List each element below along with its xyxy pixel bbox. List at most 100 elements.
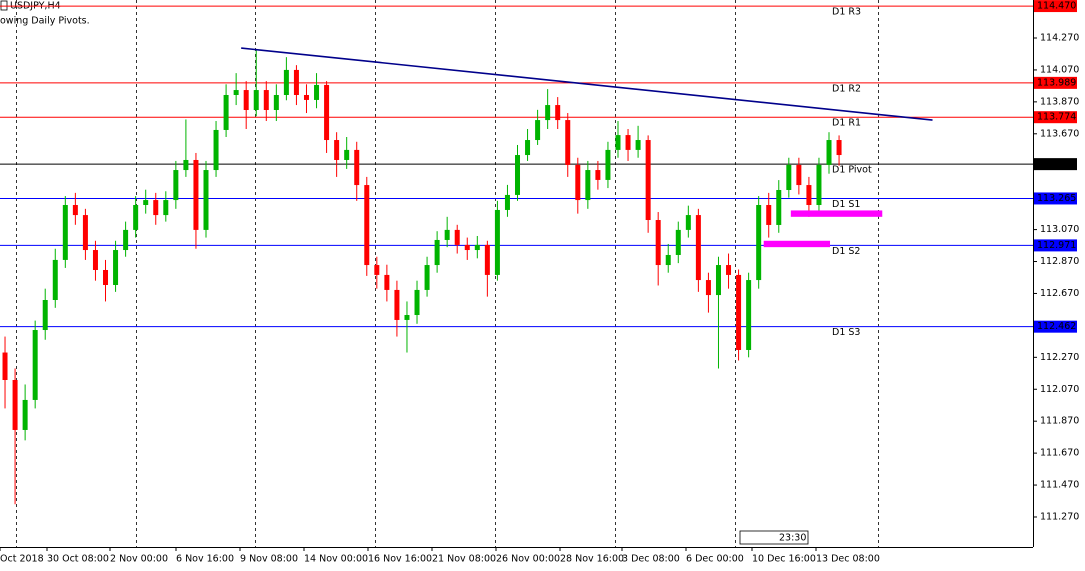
candle-body (605, 149, 611, 180)
price-box (1034, 111, 1077, 124)
candle-body (364, 185, 370, 266)
pivot-name: D1 S2 (832, 246, 860, 257)
candle-body (213, 129, 219, 171)
price-box (1034, 76, 1077, 89)
candle-body (354, 149, 360, 186)
candle-body (263, 90, 269, 111)
candle-body (52, 259, 58, 301)
candle-body (72, 205, 78, 216)
pivot-name: D1 S3 (832, 327, 860, 338)
cursor-box (739, 530, 809, 545)
candle-body (535, 120, 541, 141)
candle-body (404, 315, 410, 320)
trendline (241, 47, 933, 121)
candle-body (464, 244, 470, 251)
candle-body (836, 140, 842, 156)
candle-body (525, 140, 531, 156)
candle-body (2, 352, 8, 380)
candle-body (695, 215, 701, 281)
candle-body (454, 229, 460, 245)
candle-body (22, 399, 28, 430)
candle-body (756, 205, 762, 281)
price-box-label: 114.470 (1037, 1, 1076, 12)
x-tick-label: 26 Nov 00:00 (496, 554, 560, 565)
candle-body (32, 330, 38, 400)
x-tick-label: 6 Dec 00:00 (686, 554, 744, 565)
candle-body (163, 200, 169, 216)
price-box-label: 112.462 (1037, 321, 1076, 332)
candle-body (484, 244, 490, 275)
y-tick-label: 111.870 (1040, 416, 1079, 427)
candle-body (504, 194, 510, 210)
y-tick-label: 111.270 (1040, 511, 1079, 522)
candle-body (143, 200, 149, 206)
x-tick-label: 10 Dec 16:00 (752, 554, 816, 565)
candle-body (645, 140, 651, 221)
candle-body (786, 164, 792, 190)
candle-body (685, 215, 691, 230)
zone (763, 240, 831, 248)
candle-body (233, 90, 239, 95)
price-box-label: 112.971 (1037, 240, 1076, 251)
candle-body (314, 84, 320, 100)
y-tick-label: 111.470 (1040, 480, 1079, 491)
candle-body (113, 250, 119, 285)
indicator-caption: owing Daily Pivots. (0, 16, 90, 27)
x-tick-label: 14 Nov 00:00 (304, 554, 368, 565)
candle-body (555, 105, 561, 121)
candle-body (635, 140, 641, 150)
candle-body (665, 254, 671, 266)
price-box (1034, 158, 1077, 171)
pivot-name: D1 R2 (832, 83, 861, 94)
candle-body (434, 239, 440, 266)
candle-body (243, 90, 249, 111)
candle-body (565, 120, 571, 165)
candle-body (705, 280, 711, 296)
price-box-label: 113.480 (1037, 159, 1076, 170)
candle-body (303, 94, 309, 100)
candle-body (675, 229, 681, 255)
price-box-label: 113.265 (1037, 193, 1076, 204)
candle-body (625, 135, 631, 150)
candle-body (273, 94, 279, 111)
candle-body (806, 185, 812, 206)
x-tick-label: 13 Dec 08:00 (816, 554, 880, 565)
candle-body (223, 94, 229, 130)
pivot-name: D1 R3 (832, 7, 861, 18)
candle-body (203, 170, 209, 230)
symbol-icon (0, 0, 8, 11)
candle-body (715, 265, 721, 296)
candle-body (123, 229, 129, 251)
candle-body (515, 155, 521, 195)
x-tick-label: 3 Dec 08:00 (622, 554, 680, 565)
candle-body (173, 170, 179, 201)
candle-body (334, 140, 340, 160)
x-tick-label: 28 Nov 16:00 (560, 554, 624, 565)
candle-body (193, 159, 199, 230)
candle-body (414, 289, 420, 316)
x-tick-label: 2 Nov 00:00 (110, 554, 168, 565)
candle-body (796, 164, 802, 186)
x-tick-label: 9 Nov 08:00 (240, 554, 298, 565)
y-tick-label: 112.070 (1040, 384, 1079, 395)
y-tick-label: 113.070 (1040, 224, 1079, 235)
candle-body (816, 164, 822, 206)
x-tick-label: 21 Nov 08:00 (432, 554, 496, 565)
candle-body (62, 205, 68, 260)
candle-body (384, 274, 390, 290)
candle-body (293, 69, 299, 95)
candles (2, 49, 842, 505)
price-box (1034, 0, 1077, 13)
candle-body (153, 200, 159, 216)
candle-body (746, 280, 752, 350)
candle-body (82, 215, 88, 251)
y-tick-label: 113.670 (1040, 128, 1079, 139)
y-tick-label: 111.670 (1040, 448, 1079, 459)
candle-body (103, 269, 109, 285)
pivot-name: D1 R1 (832, 118, 861, 129)
candle-body (324, 84, 330, 141)
candle-body (92, 250, 98, 270)
